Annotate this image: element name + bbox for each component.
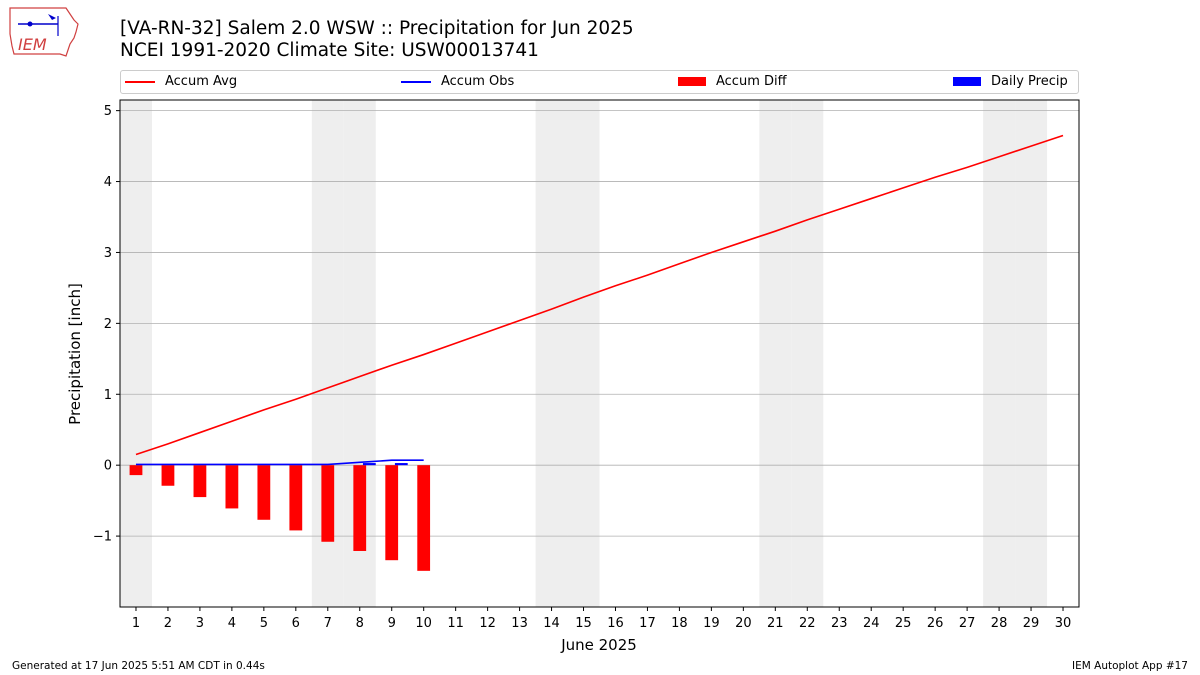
x-tick-label: 6: [292, 616, 300, 631]
daily-precip-bar: [362, 463, 376, 466]
legend-swatch-daily-precip: [953, 77, 981, 86]
weekend-shade-day-14: [535, 100, 568, 607]
legend-label-accum-obs: Accum Obs: [441, 74, 515, 89]
logo-text: IEM: [18, 35, 47, 54]
x-tick-label: 14: [543, 616, 560, 631]
x-tick-label: 21: [767, 616, 784, 631]
x-tick-label: 7: [324, 616, 332, 631]
y-tick-label: −1: [93, 530, 112, 545]
app-label: IEM Autoplot App #17: [1072, 660, 1188, 672]
x-tick-label: 2: [164, 616, 172, 631]
iowa-outline-icon: [9, 7, 79, 57]
y-tick-label: 1: [104, 388, 112, 403]
legend-label-daily-precip: Daily Precip: [991, 74, 1068, 89]
chart-title: [VA-RN-32] Salem 2.0 WSW :: Precipitatio…: [120, 18, 634, 39]
legend-item-accum-obs: Accum Obs: [401, 74, 514, 89]
weekend-shade-day-21: [759, 100, 792, 607]
weekend-shade-day-15: [567, 100, 600, 607]
accum-diff-bar: [385, 465, 399, 561]
legend-swatch-accum-obs: [401, 80, 431, 83]
x-axis-label: June 2025: [560, 636, 637, 654]
weekend-shade-day-22: [791, 100, 824, 607]
x-tick-label: 10: [415, 616, 432, 631]
weekend-shading: [120, 100, 1048, 607]
legend-item-accum-diff: Accum Diff: [678, 74, 787, 89]
x-tick-label: 8: [356, 616, 364, 631]
weekend-shade-day-1: [120, 100, 152, 607]
y-tick-label: 3: [104, 246, 112, 261]
legend-label-accum-diff: Accum Diff: [716, 74, 787, 89]
x-tick-label: 22: [799, 616, 816, 631]
grid-lines: [120, 110, 1079, 537]
y-tick-label: 2: [104, 317, 112, 332]
x-tick-label: 30: [1055, 616, 1072, 631]
x-tick-label: 25: [895, 616, 912, 631]
y-tick-label: 5: [104, 104, 112, 119]
legend-swatch-accum-avg: [125, 80, 155, 83]
y-axis-label: Precipitation [inch]: [66, 283, 84, 425]
accum-diff-bar: [161, 465, 175, 486]
x-tick-label: 13: [511, 616, 528, 631]
accum-diff-bar: [129, 465, 143, 476]
x-tick-label: 3: [196, 616, 204, 631]
x-tick-label: 20: [735, 616, 752, 631]
x-tick-label: 29: [1023, 616, 1040, 631]
weekend-shade-day-28: [983, 100, 1016, 607]
chart-legend: Accum Avg Accum Obs Accum Diff Daily Pre…: [120, 70, 1079, 94]
accum-diff-bar: [417, 465, 431, 571]
x-tick-label: 27: [959, 616, 976, 631]
x-tick-label: 19: [703, 616, 720, 631]
accum-diff-bar: [353, 465, 367, 551]
plot-frame: [119, 99, 1080, 608]
x-tick-label: 1: [132, 616, 140, 631]
x-tick-label: 28: [991, 616, 1008, 631]
weekend-shade-day-29: [1015, 100, 1048, 607]
legend-swatch-accum-diff: [678, 77, 706, 86]
accum-obs-line: [135, 459, 424, 466]
accum-diff-bar: [193, 465, 207, 498]
x-tick-label: 26: [927, 616, 944, 631]
legend-label-accum-avg: Accum Avg: [165, 74, 238, 89]
legend-item-daily-precip: Daily Precip: [953, 74, 1068, 89]
accum-diff-bar: [257, 465, 271, 520]
line-series: [135, 134, 1064, 466]
x-tick-label: 4: [228, 616, 236, 631]
x-tick-label: 5: [260, 616, 268, 631]
accum-diff-bar: [289, 465, 303, 531]
chart-subtitle: NCEI 1991-2020 Climate Site: USW00013741: [120, 40, 539, 61]
accum-diff-bar: [321, 465, 335, 542]
x-tick-label: 17: [639, 616, 656, 631]
y-tick-label: 4: [104, 175, 112, 190]
y-tick-label: 0: [104, 459, 112, 474]
accum-diff-bar: [225, 465, 239, 509]
x-tick-label: 15: [575, 616, 592, 631]
x-tick-label: 16: [607, 616, 624, 631]
iem-logo: IEM: [9, 7, 79, 57]
legend-item-accum-avg: Accum Avg: [125, 74, 237, 89]
daily-precip-bar: [394, 463, 408, 466]
x-tick-label: 12: [479, 616, 496, 631]
x-tick-label: 24: [863, 616, 880, 631]
x-tick-label: 18: [671, 616, 688, 631]
x-tick-label: 23: [831, 616, 848, 631]
accum-avg-line: [135, 134, 1064, 456]
generated-timestamp: Generated at 17 Jun 2025 5:51 AM CDT in …: [12, 660, 265, 672]
x-tick-label: 11: [447, 616, 464, 631]
x-tick-label: 9: [388, 616, 396, 631]
bar-series: [129, 463, 431, 571]
